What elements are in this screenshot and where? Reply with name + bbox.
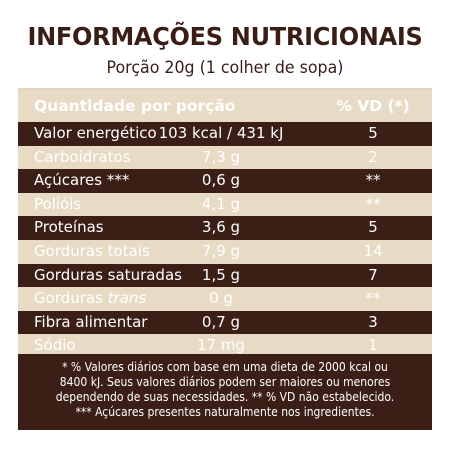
- nutrient-amount: 103 kcal / 431 kJ: [158, 124, 284, 142]
- vd-header: % VD (*): [336, 97, 410, 115]
- table-row: Valor energético 103 kcal / 431 kJ 5: [18, 122, 432, 146]
- nutrient-vd: 7: [368, 265, 378, 284]
- table-row: Sódio 17 mg 1: [18, 334, 432, 358]
- nutrient-name: Polióis: [34, 194, 82, 213]
- table-row: Proteínas 3,6 g 5: [18, 216, 432, 240]
- table-row: Gorduras saturadas 1,5 g 7: [18, 263, 432, 288]
- nutrient-vd: 5: [368, 124, 378, 142]
- nutrient-vd: 3: [368, 312, 378, 331]
- nutrient-name: Carboidratos: [34, 147, 131, 166]
- table-row: Gorduras trans 0 g **: [18, 287, 432, 311]
- nutrient-name: Proteínas: [34, 218, 104, 237]
- nutrient-amount: 4,1 g: [201, 194, 241, 213]
- nutrient-vd: **: [365, 171, 381, 190]
- table-row: Açúcares *** 0,6 g **: [18, 169, 432, 193]
- table-row: Gorduras totais 7,9 g 14: [18, 239, 432, 264]
- nutrient-name: Gorduras trans: [34, 287, 146, 311]
- nutrient-name-italic: trans: [107, 289, 147, 308]
- nutrient-name: Açúcares ***: [34, 171, 130, 190]
- nutrient-vd: 2: [368, 147, 378, 166]
- nutrient-name: Gorduras totais: [34, 241, 150, 260]
- nutrient-vd: **: [365, 289, 381, 308]
- nutrient-amount: 0,6 g: [201, 171, 241, 190]
- quantity-header: Quantidade por porção: [34, 97, 236, 115]
- nutrient-vd: **: [365, 194, 381, 213]
- nutrient-amount: 17 mg: [197, 336, 245, 355]
- nutrient-name-prefix: Gorduras: [34, 289, 108, 308]
- footnote-line: *** Açúcares presentes naturalmente nos …: [75, 405, 375, 419]
- nutrient-name: Gorduras saturadas: [34, 265, 182, 284]
- nutrient-amount: 0 g: [209, 289, 233, 308]
- nutrition-facts-panel: INFORMAÇÕES NUTRICIONAIS Porção 20g (1 c…: [18, 18, 432, 430]
- table-row: Polióis 4,1 g **: [18, 192, 432, 217]
- serving-size: Porção 20g (1 colher de sopa): [106, 58, 344, 78]
- footnote-line: dependendo de suas necessidades. ** % VD…: [55, 390, 395, 404]
- nutrient-amount: 0,7 g: [201, 312, 241, 331]
- nutrient-name: Valor energético: [34, 124, 157, 142]
- nutrient-name: Fibra alimentar: [34, 312, 148, 331]
- nutrient-amount: 3,6 g: [201, 218, 241, 237]
- page-title: INFORMAÇÕES NUTRICIONAIS: [27, 22, 423, 51]
- table-header-row: Quantidade por porção % VD (*): [18, 90, 432, 122]
- footnote-line: 8400 kJ. Seus valores diários podem ser …: [59, 375, 391, 389]
- nutrient-vd: 14: [363, 241, 383, 260]
- footnote-line: * % Valores diários com base em uma diet…: [62, 360, 388, 374]
- nutrient-vd: 1: [368, 336, 378, 355]
- table-row: Carboidratos 7,3 g 2: [18, 145, 432, 170]
- nutrient-name: Sódio: [34, 336, 76, 355]
- nutrition-table: Quantidade por porção % VD (*) Valor ene…: [18, 90, 432, 358]
- header: INFORMAÇÕES NUTRICIONAIS Porção 20g (1 c…: [18, 18, 432, 90]
- nutrient-amount: 7,3 g: [201, 147, 241, 166]
- table-row: Fibra alimentar 0,7 g 3: [18, 310, 432, 335]
- footnotes: * % Valores diários com base em uma diet…: [18, 354, 432, 430]
- nutrient-amount: 1,5 g: [201, 265, 241, 284]
- nutrient-vd: 5: [368, 218, 378, 237]
- nutrient-amount: 7,9 g: [201, 241, 241, 260]
